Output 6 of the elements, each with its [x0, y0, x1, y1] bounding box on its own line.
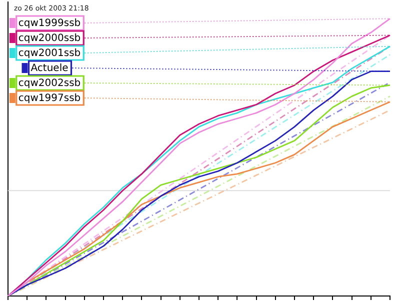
legend-label: cqw2000ssb [18, 33, 81, 44]
legend-label: cqw2002ssb [18, 78, 81, 90]
legend-label: cqw1997ssb [18, 93, 81, 104]
legend-label: cqw1999ssb [18, 18, 81, 30]
legend-label: Actuele [30, 63, 68, 74]
legend-label: cqw2001ssb [18, 48, 81, 60]
